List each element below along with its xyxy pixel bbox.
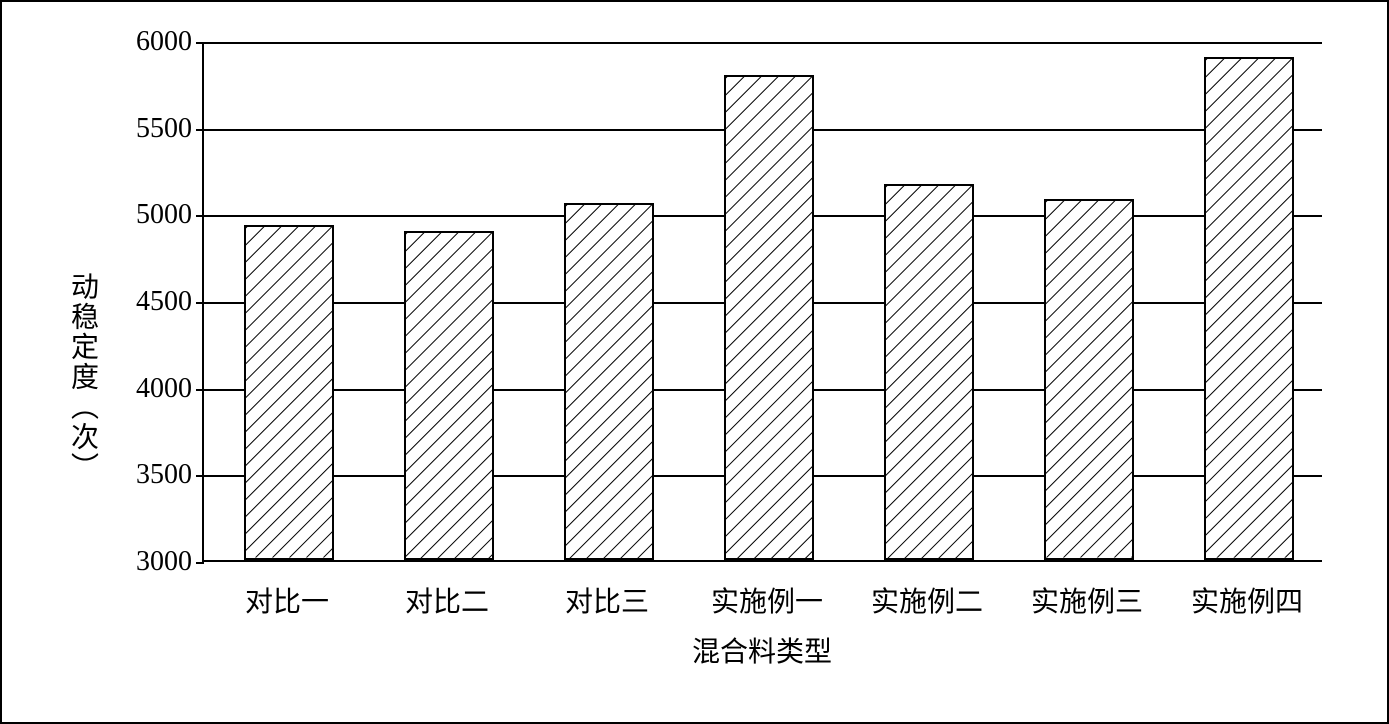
- x-tick-label: 对比二: [405, 580, 489, 620]
- y-axis-label: 动稳定度（次）: [62, 272, 102, 482]
- bar: [404, 231, 494, 560]
- bar: [564, 203, 654, 560]
- y-tick-label: 3000: [112, 546, 192, 578]
- plot-area: [202, 42, 1322, 562]
- bar: [1204, 57, 1294, 560]
- x-tick-label: 实施例二: [871, 580, 983, 620]
- y-tick-label: 4500: [112, 286, 192, 318]
- y-tick-mark: [196, 389, 204, 391]
- y-tick-label: 6000: [112, 26, 192, 58]
- y-tick-mark: [196, 42, 204, 44]
- bar: [1044, 199, 1134, 560]
- x-tick-label: 实施例一: [711, 580, 823, 620]
- y-tick-label: 5500: [112, 113, 192, 145]
- chart-container: 动稳定度（次） 混合料类型 30003500400045005000550060…: [62, 32, 1342, 692]
- y-tick-label: 3500: [112, 459, 192, 491]
- x-axis-label: 混合料类型: [692, 630, 832, 670]
- gridline: [204, 42, 1322, 44]
- y-tick-mark: [196, 562, 204, 564]
- bar: [724, 75, 814, 560]
- x-tick-label: 对比一: [245, 580, 329, 620]
- y-tick-mark: [196, 215, 204, 217]
- x-tick-label: 对比三: [565, 580, 649, 620]
- bar: [884, 184, 974, 560]
- bar: [244, 225, 334, 560]
- y-tick-label: 4000: [112, 373, 192, 405]
- x-tick-label: 实施例三: [1031, 580, 1143, 620]
- y-tick-mark: [196, 302, 204, 304]
- y-tick-mark: [196, 475, 204, 477]
- y-tick-label: 5000: [112, 199, 192, 231]
- y-tick-mark: [196, 129, 204, 131]
- chart-frame: 动稳定度（次） 混合料类型 3000 3500 4000 4500 5000 5500 60…: [0, 0, 1389, 724]
- x-tick-label: 实施例四: [1191, 580, 1303, 620]
